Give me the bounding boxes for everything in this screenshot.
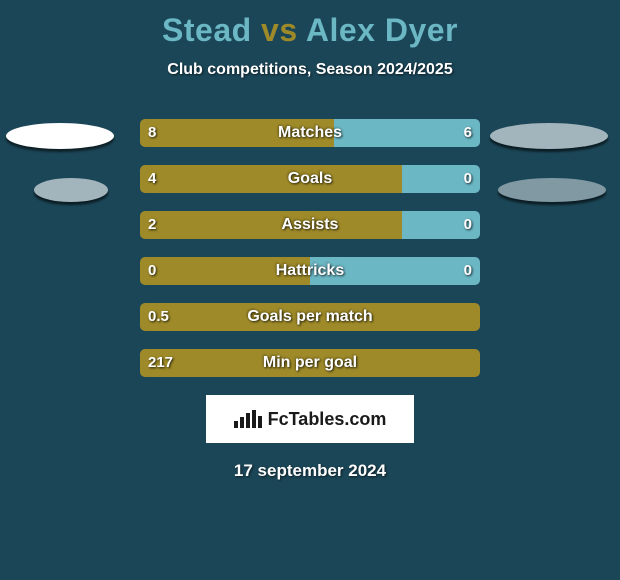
stat-row: Min per goal217 [0,349,620,377]
bar-left [140,211,402,239]
stat-row: Assists20 [0,211,620,239]
bar-track [140,303,480,331]
bar-track [140,119,480,147]
stat-row: Goals40 [0,165,620,193]
bar-track [140,211,480,239]
brand-text: FcTables.com [268,409,387,430]
bar-right [402,211,480,239]
stat-row: Goals per match0.5 [0,303,620,331]
bar-right [310,257,480,285]
bar-track [140,257,480,285]
bar-right [334,119,480,147]
bar-left [140,303,480,331]
footer-date: 17 september 2024 [0,461,620,481]
bar-track [140,349,480,377]
bar-chart-icon [234,410,262,428]
bar-right [402,165,480,193]
bar-left [140,257,310,285]
player1-name: Stead [162,12,252,48]
bar-track [140,165,480,193]
bar-left [140,349,480,377]
comparison-chart: Matches86 Goals40 Assists20 Hattricks00 Goal… [0,119,620,377]
bar-left [140,165,402,193]
vs-text: vs [261,12,298,48]
brand-badge: FcTables.com [206,395,414,443]
subtitle: Club competitions, Season 2024/2025 [0,61,620,79]
page-title: Stead vs Alex Dyer [0,0,620,49]
bar-left [140,119,334,147]
stat-row: Hattricks00 [0,257,620,285]
player2-name: Alex Dyer [306,12,458,48]
stat-row: Matches86 [0,119,620,147]
